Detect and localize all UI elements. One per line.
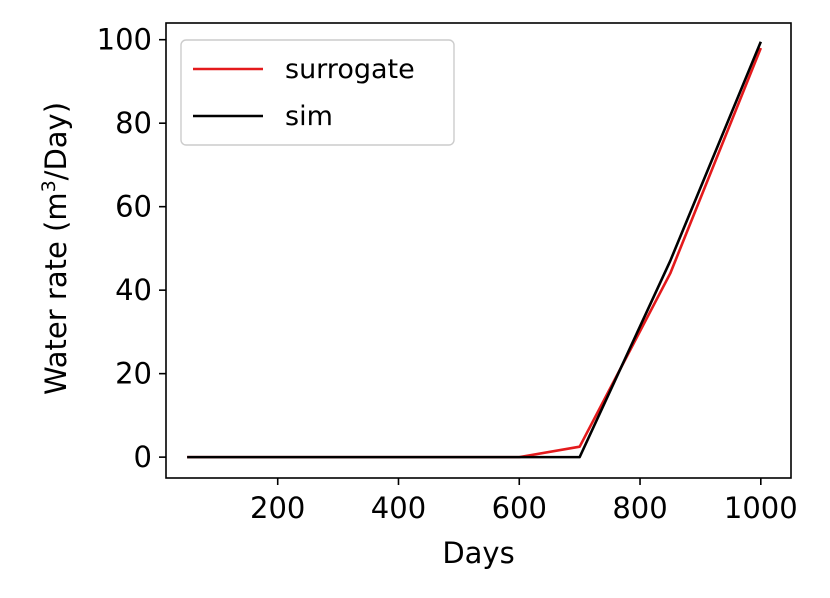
x-tick-label: 600 [492, 491, 547, 525]
legend-label-sim: sim [285, 101, 333, 132]
y-axis: 0 20 40 60 80 100 [97, 23, 166, 474]
y-tick-label: 0 [134, 440, 152, 474]
plot-frame [165, 22, 792, 479]
y-axis-label: Water rate (m3/Day) [38, 102, 73, 395]
legend: surrogate sim [180, 39, 455, 146]
x-axis: 200 400 600 800 1000 [250, 478, 798, 525]
y-axis-label-prefix: Water rate (m [39, 192, 73, 395]
y-axis-label-suffix: /Day) [39, 102, 73, 180]
series-line-sim [187, 41, 763, 459]
x-tick-label: 800 [612, 491, 667, 525]
x-tick-label: 400 [371, 491, 426, 525]
y-tick-label: 20 [115, 357, 152, 391]
x-axis-label: Days [442, 536, 514, 570]
x-tick-label: 1000 [724, 491, 798, 525]
y-axis-label-sup: 3 [38, 180, 60, 192]
x-tick-label: 200 [250, 491, 305, 525]
y-tick-label: 80 [115, 106, 152, 140]
legend-label-surrogate: surrogate [285, 54, 415, 85]
legend-box [180, 39, 455, 146]
y-tick-label: 100 [97, 23, 152, 57]
y-tick-label: 60 [115, 190, 152, 224]
series-layer [187, 41, 763, 459]
y-tick-label: 40 [115, 273, 152, 307]
